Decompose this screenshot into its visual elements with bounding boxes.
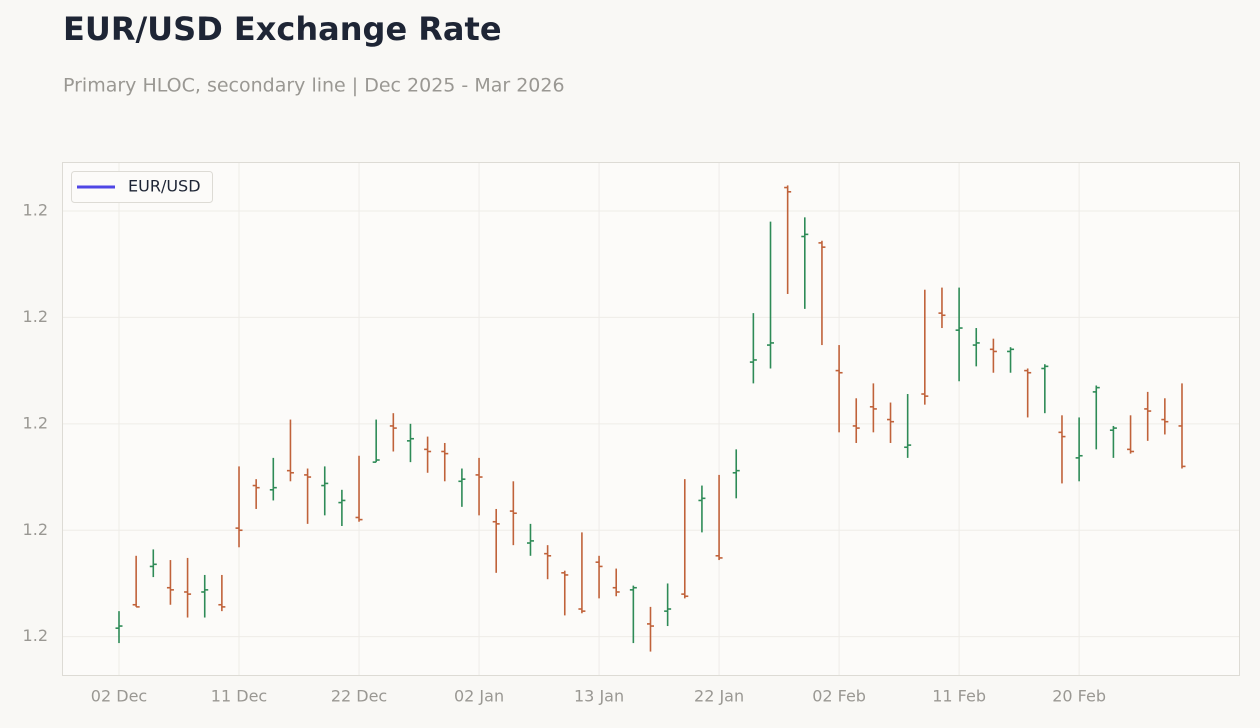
y-tick-label: 1.2 <box>23 307 48 326</box>
x-tick-label: 02 Dec <box>91 687 147 706</box>
y-tick-label: 1.2 <box>23 413 48 432</box>
legend: EUR/USD <box>71 171 213 203</box>
legend-label: EUR/USD <box>128 177 201 196</box>
chart-title: EUR/USD Exchange Rate <box>63 10 502 48</box>
x-tick-label: 02 Jan <box>454 687 504 706</box>
x-tick-label: 22 Dec <box>331 687 387 706</box>
chart-subtitle: Primary HLOC, secondary line | Dec 2025 … <box>63 75 565 97</box>
x-tick-label: 22 Jan <box>694 687 744 706</box>
y-tick-label: 1.2 <box>23 520 48 539</box>
legend-box <box>71 171 213 203</box>
x-tick-label: 20 Feb <box>1052 687 1106 706</box>
plot-area <box>62 162 1240 676</box>
x-tick-label: 11 Feb <box>932 687 986 706</box>
x-tick-label: 13 Jan <box>574 687 624 706</box>
x-tick-label: 11 Dec <box>211 687 267 706</box>
x-tick-label: 02 Feb <box>812 687 866 706</box>
y-tick-label: 1.2 <box>23 626 48 645</box>
y-tick-label: 1.2 <box>23 200 48 219</box>
